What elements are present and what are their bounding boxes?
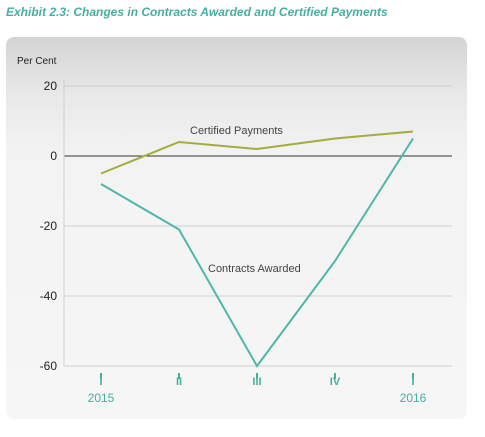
chart-panel <box>6 37 467 419</box>
x-year-label: 2015 <box>88 391 115 405</box>
x-tick-label: II <box>176 376 182 388</box>
x-tick-label: III <box>252 376 261 388</box>
exhibit-title: Exhibit 2.3: Changes in Contracts Awarde… <box>6 5 388 19</box>
series-label-contracts-awarded: Contracts Awarded <box>208 263 301 275</box>
y-tick-label: 20 <box>44 79 58 93</box>
x-tick-label: IV <box>330 376 341 388</box>
series-lines <box>100 130 414 368</box>
y-tick-label: -60 <box>40 359 58 373</box>
x-tick-label: I <box>99 376 102 388</box>
series-line-certified <box>100 130 414 175</box>
y-tick-label: -20 <box>40 219 58 233</box>
x-year-label: 2016 <box>400 391 427 405</box>
x-tick-label: I <box>411 376 414 388</box>
y-tick-label: -40 <box>40 289 58 303</box>
gridlines <box>63 80 452 367</box>
y-axis-label: Per Cent <box>17 56 57 67</box>
series-line-contracts <box>100 137 414 368</box>
series-label-certified-payments: Certified Payments <box>190 125 283 137</box>
y-tick-label: 0 <box>50 149 57 163</box>
y-tick-labels: 20 0 -20 -40 -60 <box>40 79 58 373</box>
